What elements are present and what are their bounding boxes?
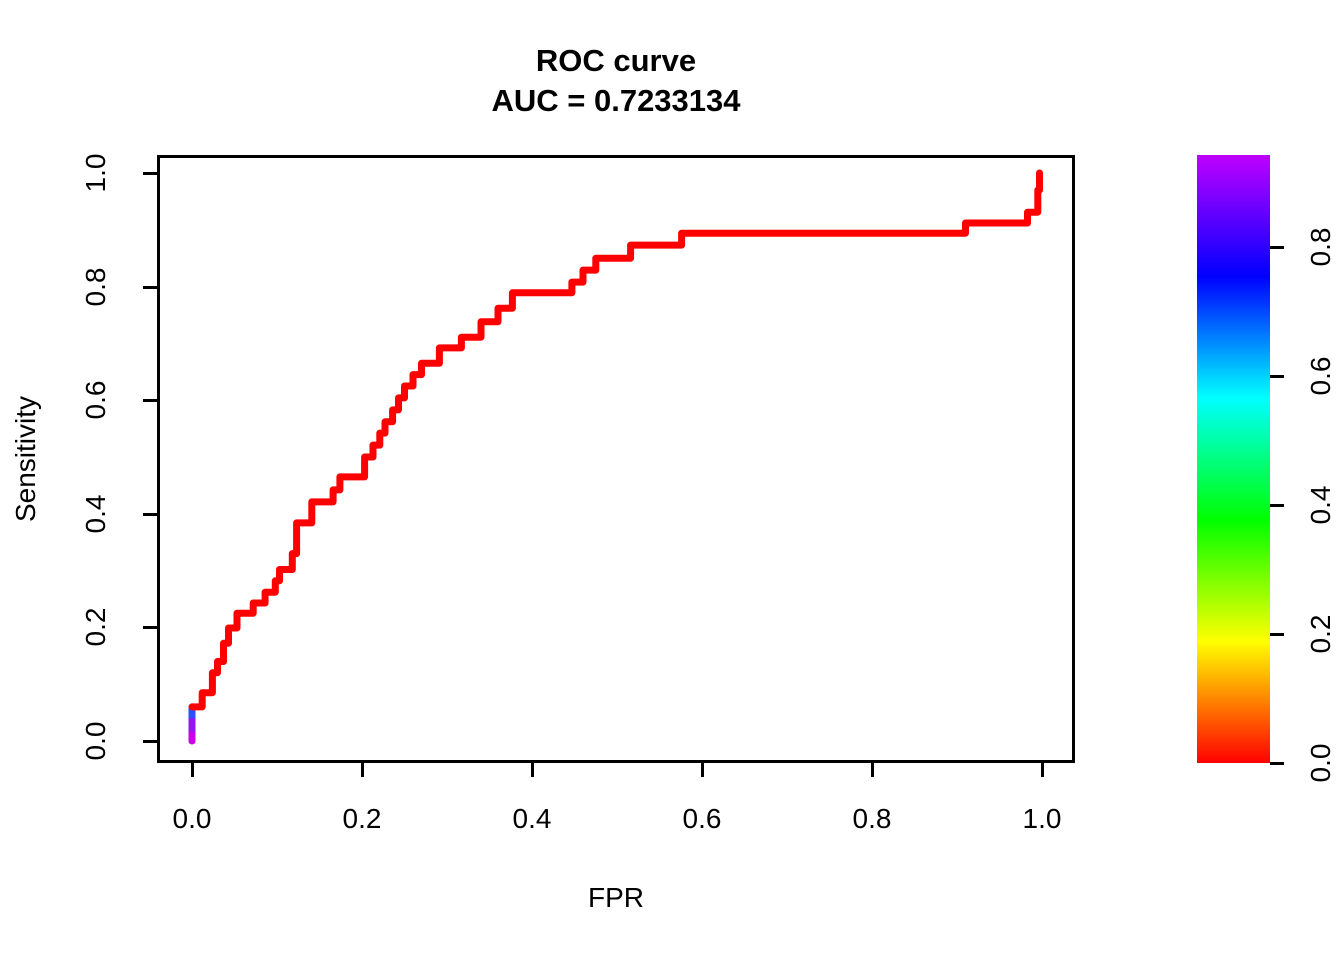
x-axis-tick — [701, 763, 704, 777]
x-axis-tick-label: 1.0 — [1022, 803, 1062, 834]
x-axis-tick — [1041, 763, 1044, 777]
y-axis-tick — [143, 512, 157, 516]
y-axis-tick — [143, 626, 157, 630]
colorbar-tick-label: 0.2 — [1305, 614, 1336, 654]
x-axis-tick-label: 0.2 — [342, 803, 382, 834]
y-axis-tick-label: 0.8 — [80, 267, 111, 307]
x-axis-tick — [531, 763, 534, 777]
colorbar-tick — [1270, 762, 1284, 765]
roc-curve-svg — [188, 169, 1043, 745]
x-axis-tick-label: 0.0 — [172, 803, 212, 834]
colorbar-tick-label: 0.6 — [1305, 356, 1336, 396]
colorbar-tick-label: 0.4 — [1305, 485, 1336, 525]
colorbar-tick — [1270, 633, 1284, 637]
y-axis-title: Sensitivity — [10, 395, 41, 523]
x-axis-title: FPR — [588, 882, 644, 913]
y-axis-tick-label: 1.0 — [80, 153, 111, 193]
chart-title: ROC curve — [535, 43, 697, 78]
y-axis-tick-label: 0.6 — [80, 380, 111, 420]
x-axis-tick — [361, 763, 364, 777]
colorbar-tick — [1270, 504, 1284, 508]
colorbar-tick — [1270, 246, 1284, 250]
y-axis-tick — [143, 399, 157, 403]
colorbar-tick-label: 0.0 — [1305, 743, 1336, 783]
x-axis-tick — [191, 763, 194, 777]
y-axis-tick — [143, 740, 157, 743]
colorbar-tick-label: 0.8 — [1305, 227, 1336, 267]
y-axis-tick — [143, 172, 157, 175]
y-axis-tick-label: 0.4 — [80, 494, 111, 534]
colorbar-gradient — [1197, 155, 1270, 763]
y-axis-tick — [143, 285, 157, 289]
y-axis-tick-label: 0.0 — [80, 721, 111, 761]
x-axis-tick-label: 0.6 — [682, 803, 722, 834]
roc-curve-path — [188, 169, 1043, 711]
colorbar-tick — [1270, 375, 1284, 379]
y-axis-tick-label: 0.2 — [80, 607, 111, 647]
chart-subtitle-auc: AUC = 0.7233134 — [491, 83, 741, 118]
x-axis-tick-label: 0.8 — [852, 803, 892, 834]
x-axis-tick-label: 0.4 — [512, 803, 552, 834]
x-axis-tick — [871, 763, 874, 777]
